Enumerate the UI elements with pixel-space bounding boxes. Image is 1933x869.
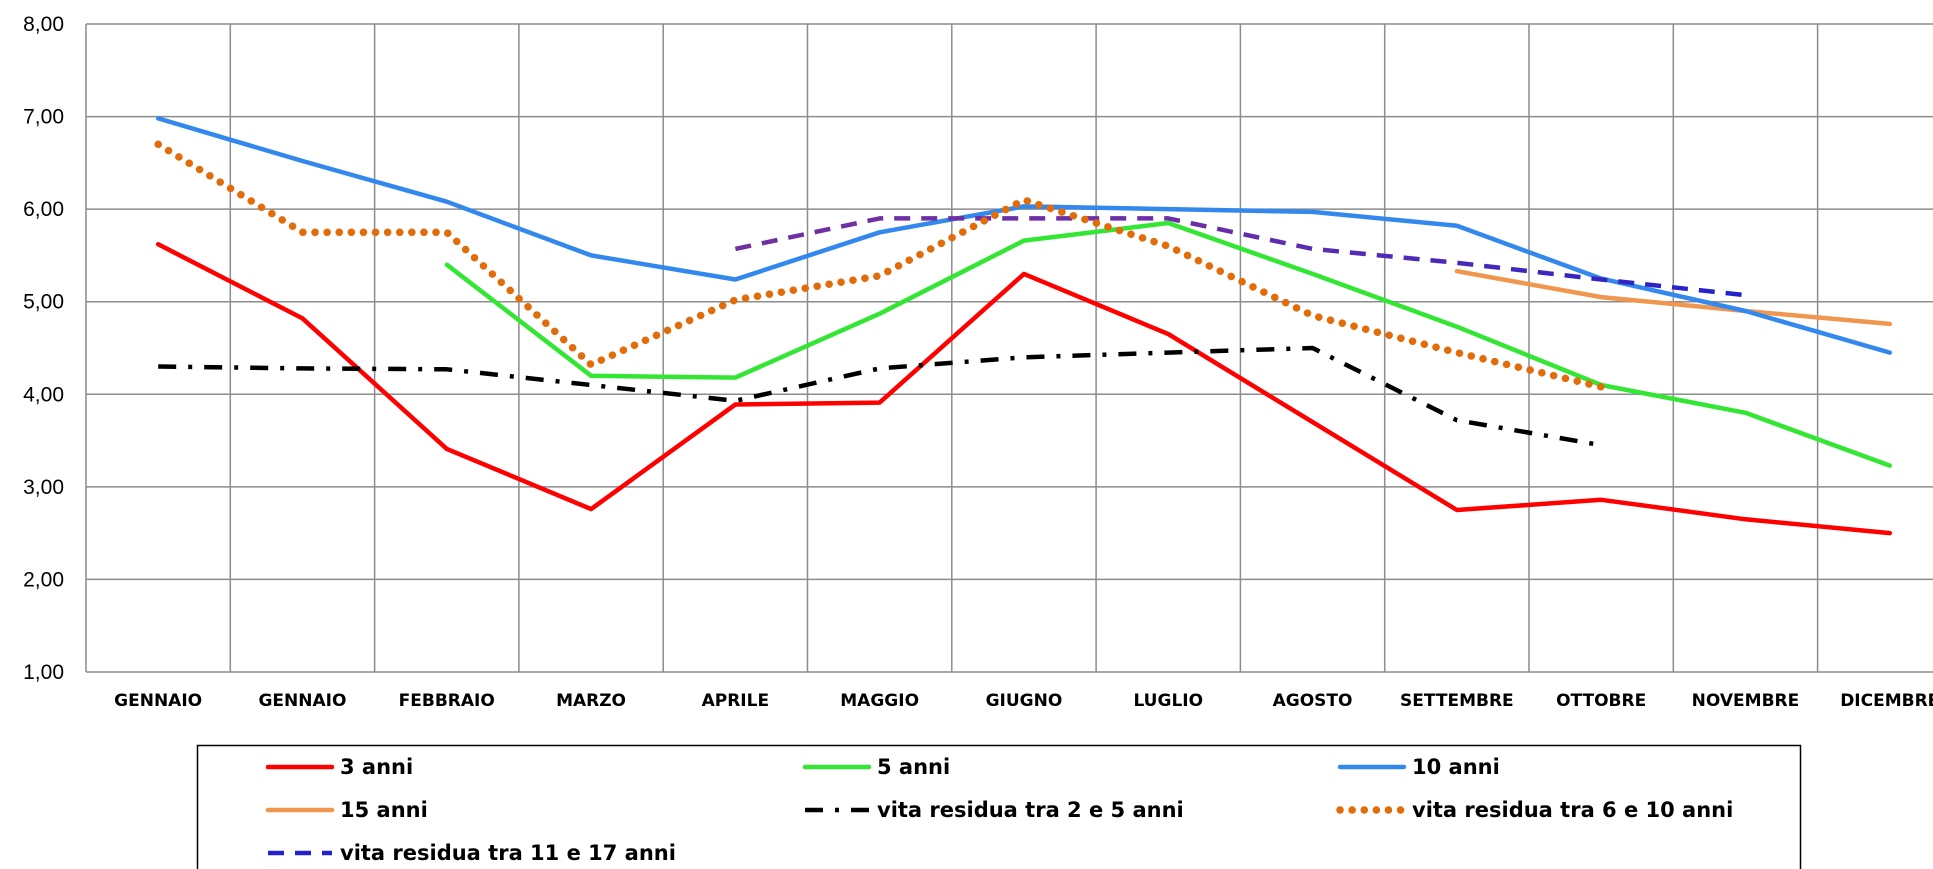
x-tick-label: FEBBRAIO <box>399 691 495 711</box>
series-line-1 <box>155 242 1893 536</box>
legend: 3 anni 5 anni 10 anni 15 anni vita residua t… <box>196 744 1802 869</box>
legend-label: 3 anni <box>340 755 413 779</box>
y-tick-label: 7,00 <box>23 106 64 129</box>
plot-area <box>86 24 1933 672</box>
series-line-4 <box>1454 268 1893 327</box>
x-tick-label: LUGLIO <box>1133 691 1203 711</box>
y-tick-label: 3,00 <box>23 476 64 499</box>
legend-label: vita residua tra 2 e 5 anni <box>877 798 1184 822</box>
x-tick-label: GENNAIO <box>114 691 202 711</box>
legend-label: vita residua tra 11 e 17 anni <box>340 841 676 865</box>
legend-label: 15 anni <box>340 798 428 822</box>
x-axis: GENNAIO GENNAIO FEBBRAIO MARZO APRILE MAGGIO G… <box>114 691 1933 711</box>
x-tick-label: DICEMBRE <box>1840 691 1933 711</box>
x-tick-label: NOVEMBRE <box>1692 691 1800 711</box>
x-tick-label: OTTOBRE <box>1556 691 1646 711</box>
legend-label: vita residua tra 6 e 10 anni <box>1412 798 1733 822</box>
series-lines <box>154 116 1893 536</box>
legend-label: 10 anni <box>1412 755 1500 779</box>
legend-box <box>196 744 1802 869</box>
x-tick-label: GENNAIO <box>258 691 346 711</box>
y-tick-label: 4,00 <box>23 383 64 406</box>
series-line-2 <box>444 220 1893 468</box>
x-tick-label: MARZO <box>556 691 626 711</box>
x-tick-label: MAGGIO <box>840 691 919 711</box>
y-tick-label: 6,00 <box>23 198 64 221</box>
series-line-6 <box>154 140 1605 391</box>
y-tick-label: 5,00 <box>23 291 64 314</box>
y-tick-label: 1,00 <box>23 661 64 684</box>
y-axis: 1,00 2,00 3,00 4,00 5,00 6,00 7,00 8,00 <box>23 13 64 684</box>
legend-label: 5 anni <box>877 755 950 779</box>
x-tick-label: SETTEMBRE <box>1400 691 1514 711</box>
x-tick-label: APRILE <box>702 691 769 711</box>
y-tick-label: 2,00 <box>23 568 64 591</box>
x-tick-label: AGOSTO <box>1273 691 1353 711</box>
y-tick-label: 8,00 <box>23 13 64 36</box>
series-line-5 <box>158 345 1602 448</box>
x-tick-label: GIUGNO <box>986 691 1063 711</box>
series-line-7 <box>734 216 1746 298</box>
plot-background <box>86 24 1933 672</box>
